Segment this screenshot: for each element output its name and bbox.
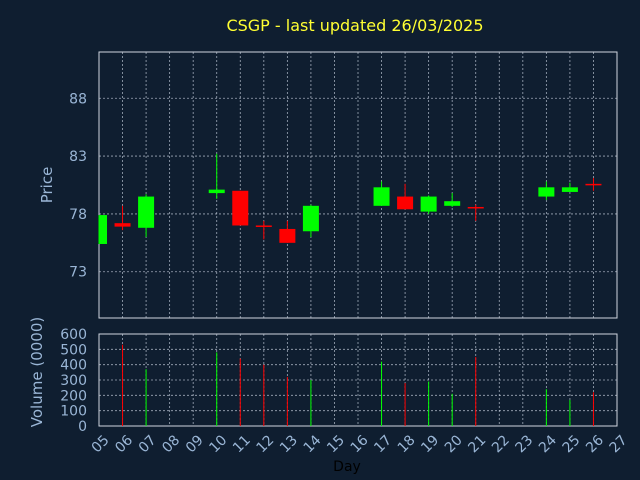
candle-body: [444, 201, 461, 206]
candle-body: [467, 206, 484, 209]
day-tick-label: 11: [230, 432, 254, 456]
candle-body: [585, 183, 602, 186]
candle-body: [561, 187, 578, 192]
volume-tick-label: 200: [60, 388, 87, 404]
day-tick-label: 08: [159, 432, 183, 456]
day-tick-label: 13: [277, 432, 301, 456]
day-tick-label: 16: [348, 432, 372, 456]
candle-body: [208, 189, 225, 194]
candle-body: [255, 225, 272, 227]
volume-tick-label: 400: [60, 358, 87, 374]
price-plot-frame: [98, 51, 618, 319]
price-tick-label: 88: [69, 91, 87, 107]
candle-body: [538, 187, 555, 197]
day-tick-label: 10: [206, 432, 230, 456]
candle-body: [420, 196, 437, 212]
volume-tick-label: 0: [78, 419, 87, 435]
volume-tick-label: 500: [60, 342, 87, 358]
volume-plot-frame: [98, 333, 618, 427]
price-tick-label: 73: [69, 265, 87, 281]
chart-title: CSGP - last updated 26/03/2025: [226, 16, 483, 35]
candle-body: [114, 223, 131, 227]
day-tick-label: 21: [465, 432, 489, 456]
day-tick-label: 15: [324, 432, 348, 456]
candle-body: [232, 190, 249, 226]
candle-body: [99, 215, 107, 244]
day-tick-label: 07: [136, 432, 160, 456]
price-tick-label: 78: [69, 207, 87, 223]
candle-body: [397, 196, 414, 210]
candle-body: [302, 205, 319, 232]
price-panel: 73 78 83 88: [69, 51, 618, 319]
day-tick-label: 26: [583, 432, 607, 456]
day-tick-label: 23: [513, 432, 537, 456]
day-tick-label: 05: [89, 432, 113, 456]
day-tick-label: 18: [395, 432, 419, 456]
candle-body: [138, 196, 155, 228]
day-tick-label: 19: [418, 432, 442, 456]
volume-tick-label: 100: [60, 404, 87, 420]
day-tick-label: 22: [489, 432, 513, 456]
day-tick-label: 25: [560, 432, 584, 456]
day-tick-label: 06: [112, 432, 136, 456]
day-tick-label: 12: [254, 432, 278, 456]
price-axis-label: Price: [38, 167, 56, 204]
volume-tick-label: 600: [60, 327, 87, 343]
candle-body: [373, 187, 390, 206]
volume-axis-label: Volume (0000): [28, 317, 46, 427]
candle-body: [279, 228, 296, 243]
volume-tick-label: 300: [60, 373, 87, 389]
day-tick-label: 20: [442, 432, 466, 456]
day-tick-label: 27: [607, 432, 631, 456]
day-tick-label: 14: [301, 432, 325, 456]
day-tick-label: 17: [371, 432, 395, 456]
price-tick-label: 83: [69, 149, 87, 165]
day-tick-label: 09: [183, 432, 207, 456]
day-axis-label: Day: [333, 459, 361, 475]
day-tick-label: 24: [536, 432, 560, 456]
